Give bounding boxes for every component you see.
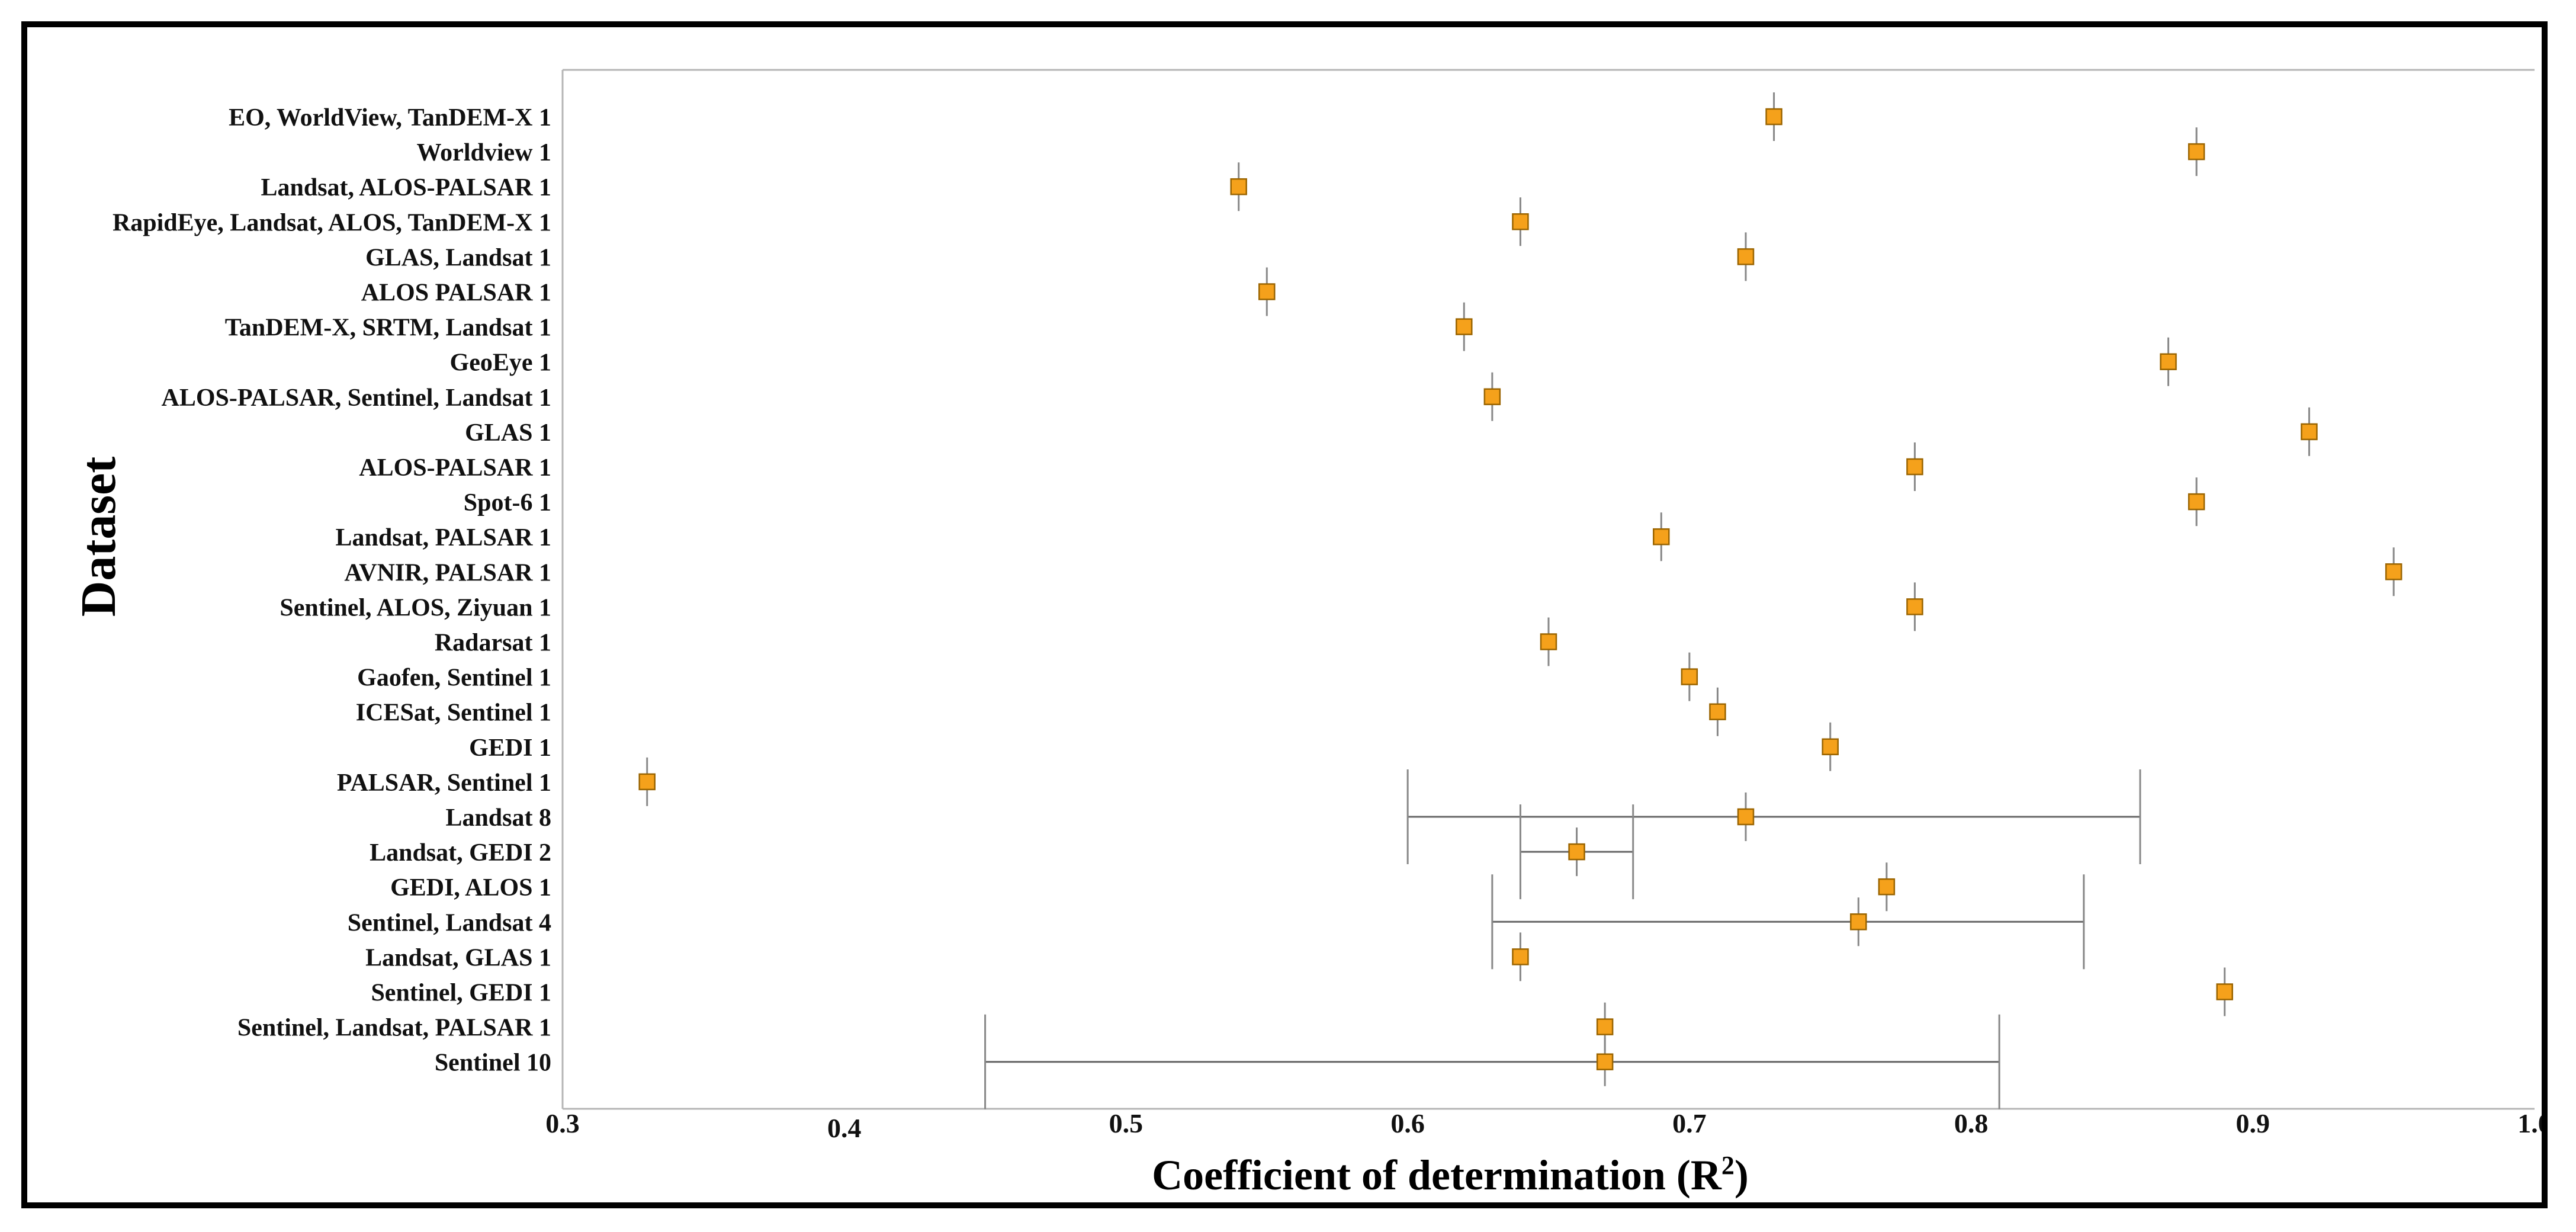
category-label: Sentinel, Landsat, PALSAR 1 — [237, 1015, 551, 1042]
category-label: ICESat, Sentinel 1 — [356, 700, 551, 727]
category-label: Sentinel, Landsat 4 — [348, 909, 551, 936]
axes-layer — [561, 69, 2535, 1110]
data-point-marker — [2188, 143, 2205, 161]
category-label: Spot-6 1 — [464, 489, 551, 516]
x-tick-labels: 0.3 0.4 0.5 0.6 0.7 0.8 0.9 1.0 — [545, 1108, 2542, 1143]
data-point-marker — [1258, 283, 1276, 300]
data-point-marker — [1822, 738, 1839, 756]
data-point-marker — [2385, 563, 2402, 580]
category-label: AVNIR, PALSAR 1 — [344, 559, 551, 586]
category-label: ALOS-PALSAR 1 — [359, 454, 551, 482]
data-point-marker — [1709, 703, 1726, 720]
category-label: ALOS PALSAR 1 — [361, 280, 551, 307]
x-tick-label: 0.5 — [1109, 1108, 1144, 1138]
category-label: GLAS, Landsat 1 — [365, 244, 551, 271]
category-label: ALOS-PALSAR, Sentinel, Landsat 1 — [161, 384, 551, 412]
category-label: Landsat, ALOS-PALSAR 1 — [261, 174, 551, 201]
chart-svg: EO, WorldView, TanDEM-X 1 Worldview 1 Land… — [71, 69, 2542, 1199]
data-point-marker — [1906, 598, 1923, 615]
x-tick-label: 0.3 — [545, 1108, 580, 1138]
category-label: Radarsat 1 — [435, 630, 551, 657]
marker-layer — [638, 108, 2402, 1070]
data-point-marker — [1512, 948, 1529, 965]
data-point-marker — [1681, 668, 1698, 685]
category-label: Landsat 8 — [445, 804, 551, 832]
data-point-marker — [1878, 878, 1896, 896]
category-label: Sentinel 10 — [435, 1050, 551, 1077]
category-label: GEDI 1 — [469, 734, 551, 762]
category-label: Sentinel, ALOS, Ziyuan 1 — [280, 594, 551, 621]
x-axis-title-sup: 2 — [1721, 1151, 1735, 1180]
data-point-marker — [2216, 983, 2233, 1000]
data-point-marker — [1765, 108, 1782, 126]
data-point-marker — [2160, 353, 2177, 370]
category-label: Landsat, GLAS 1 — [365, 944, 551, 971]
data-point-marker — [1653, 528, 1670, 546]
y-axis-title: Dataset — [71, 457, 126, 617]
data-point-marker — [1596, 1053, 1614, 1070]
data-point-marker — [1230, 178, 1247, 195]
data-point-marker — [1737, 808, 1755, 826]
data-point-marker — [2301, 423, 2318, 441]
x-tick-label: 0.9 — [2236, 1108, 2270, 1138]
x-tick-label: 0.8 — [1954, 1108, 1989, 1138]
data-point-marker — [1540, 633, 1557, 650]
category-label: Gaofen, Sentinel 1 — [357, 665, 551, 692]
data-point-marker — [2188, 493, 2205, 511]
data-point-marker — [1512, 213, 1529, 230]
x-axis-title-end: ) — [1735, 1151, 1749, 1199]
category-label: TanDEM-X, SRTM, Landsat 1 — [225, 315, 551, 342]
x-tick-label: 0.6 — [1390, 1108, 1425, 1138]
data-point-marker — [1850, 913, 1867, 931]
x-tick-label: 1.0 — [2517, 1108, 2542, 1138]
data-point-marker — [1568, 843, 1585, 861]
category-label: GLAS 1 — [465, 419, 551, 447]
category-label: RapidEye, Landsat, ALOS, TanDEM-X 1 — [113, 209, 551, 236]
data-point-marker — [1483, 388, 1501, 406]
data-point-marker — [638, 773, 656, 791]
category-label: EO, WorldView, TanDEM-X 1 — [229, 104, 551, 131]
category-label: PALSAR, Sentinel 1 — [337, 769, 551, 797]
data-point-marker — [1906, 458, 1923, 476]
x-axis-title-main: Coefficient of determination (R — [1152, 1151, 1722, 1199]
data-point-marker — [1456, 318, 1473, 335]
category-label: GeoEye 1 — [450, 349, 551, 377]
data-point-marker — [1737, 248, 1755, 265]
category-label: Sentinel, GEDI 1 — [371, 980, 551, 1007]
x-tick-label: 0.4 — [827, 1113, 862, 1143]
x-tick-label: 0.7 — [1672, 1108, 1707, 1138]
category-labels: EO, WorldView, TanDEM-X 1 Worldview 1 Land… — [113, 104, 551, 1077]
data-point-marker — [1596, 1018, 1614, 1035]
category-label: Landsat, GEDI 2 — [370, 839, 551, 867]
category-label: Worldview 1 — [417, 139, 552, 166]
category-label: GEDI, ALOS 1 — [390, 874, 551, 901]
chart-frame: EO, WorldView, TanDEM-X 1 Worldview 1 Land… — [21, 21, 2548, 1208]
x-axis-title: Coefficient of determination (R2) — [1152, 1151, 1749, 1199]
category-label: Landsat, PALSAR 1 — [336, 524, 551, 551]
